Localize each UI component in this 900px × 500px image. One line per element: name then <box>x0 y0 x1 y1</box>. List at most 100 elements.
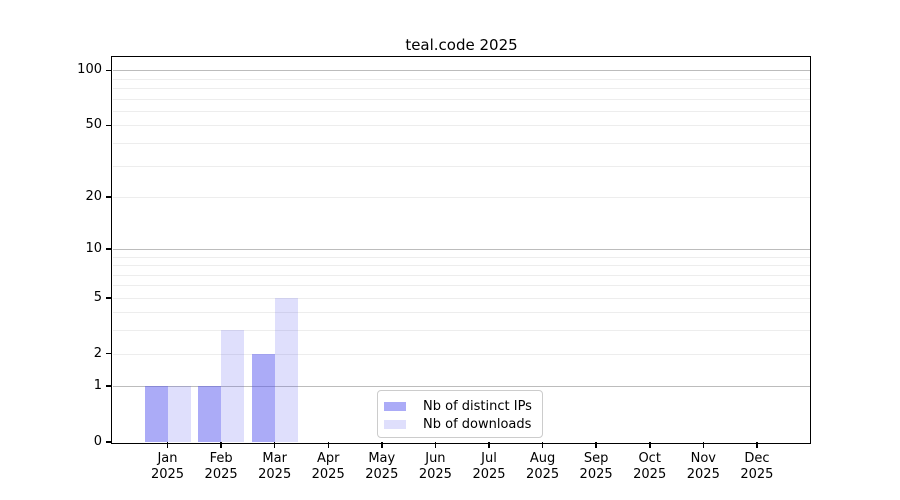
gridline-minor <box>113 285 810 287</box>
x-tick-mark <box>756 442 758 448</box>
x-tick-mark <box>166 442 169 448</box>
gridline-minor <box>113 274 810 276</box>
legend-item: Nb of downloads <box>384 415 542 433</box>
x-tick-label-month: Apr <box>316 451 340 466</box>
x-tick-label-month: Sep <box>583 451 609 466</box>
x-tick-label-month: Jul <box>481 451 497 466</box>
gridline-minor <box>113 143 810 144</box>
y-tick-mark <box>106 196 112 198</box>
legend-swatch-downloads <box>384 419 406 429</box>
plot-frame <box>111 56 811 444</box>
y-tick-label: 100 <box>77 62 102 78</box>
bar-distinct-ips-mar <box>251 353 275 442</box>
x-tick-label-year: 2025 <box>526 467 560 482</box>
x-tick-mark <box>273 442 276 448</box>
gridline-minor <box>113 78 810 80</box>
x-tick-label-year: 2025 <box>258 467 292 482</box>
gridline-minor <box>113 312 810 314</box>
x-tick-mark <box>220 442 222 448</box>
x-tick-label-year: 2025 <box>204 467 238 482</box>
gridline-major <box>113 70 810 72</box>
x-tick-label-year: 2025 <box>740 467 774 482</box>
x-tick-mark <box>702 442 704 448</box>
x-tick-label-month: Dec <box>744 451 770 466</box>
y-tick-mark <box>106 297 112 299</box>
x-tick-mark <box>541 442 544 448</box>
x-tick-label: Nov 2025 <box>668 451 738 483</box>
bar-downloads-jan <box>167 386 191 442</box>
x-tick-label: Feb 2025 <box>186 451 256 483</box>
y-tick-mark <box>106 124 112 127</box>
y-tick-label: 1 <box>93 378 102 394</box>
x-tick-label-year: 2025 <box>365 467 399 482</box>
x-tick-label-month: Jan <box>157 451 178 466</box>
x-tick-mark <box>327 442 329 448</box>
gridline-minor <box>113 353 810 355</box>
plot-area <box>113 58 810 442</box>
y-tick-label: 5 <box>93 289 102 305</box>
x-tick-label-year: 2025 <box>686 467 720 482</box>
x-tick-label-year: 2025 <box>633 467 667 482</box>
gridline-minor <box>113 297 810 299</box>
x-tick-label: Jul 2025 <box>454 451 524 483</box>
gridline-minor <box>113 265 810 267</box>
y-tick-label: 2 <box>93 345 102 361</box>
y-tick-mark <box>106 352 112 355</box>
x-tick-label: May 2025 <box>347 451 417 483</box>
y-tick-mark <box>106 248 112 250</box>
y-tick-mark <box>106 385 112 387</box>
legend-label: Nb of downloads <box>423 416 532 432</box>
gridline-minor <box>113 88 810 90</box>
gridline-major <box>113 386 810 388</box>
legend: Nb of distinct IPs Nb of downloads <box>377 390 543 438</box>
gridline-minor <box>113 330 810 332</box>
x-tick-label: Mar 2025 <box>240 451 310 483</box>
x-tick-label-year: 2025 <box>472 467 506 482</box>
x-tick-mark <box>488 442 490 448</box>
bar-distinct-ips-feb <box>198 386 222 442</box>
bar-downloads-feb <box>221 330 245 442</box>
x-tick-label-month: May <box>368 451 396 466</box>
x-tick-label-month: Oct <box>638 451 661 466</box>
bar-downloads-mar <box>274 297 298 442</box>
legend-swatch-distinct-ips <box>384 401 406 411</box>
x-tick-label: Aug 2025 <box>508 451 578 483</box>
gridline-major <box>113 248 810 250</box>
x-tick-mark <box>595 442 597 448</box>
x-tick-label-month: Jun <box>425 451 446 466</box>
y-tick-label: 0 <box>93 434 102 449</box>
y-tick-mark <box>106 441 112 443</box>
gridline-minor <box>113 196 810 198</box>
x-tick-mark <box>434 442 437 448</box>
x-tick-label-month: Nov <box>690 451 716 466</box>
y-tick-label: 50 <box>85 117 102 133</box>
x-tick-label: Sep 2025 <box>561 451 631 483</box>
x-tick-label: Jan 2025 <box>133 451 203 483</box>
y-tick-label: 10 <box>85 240 102 256</box>
x-tick-label-month: Mar <box>262 451 287 466</box>
bar-distinct-ips-jan <box>144 386 168 442</box>
gridline-minor <box>113 111 810 112</box>
legend-label: Nb of distinct IPs <box>423 398 532 414</box>
gridline-minor <box>113 125 810 127</box>
x-tick-label-year: 2025 <box>311 467 345 482</box>
x-tick-label-year: 2025 <box>150 467 185 482</box>
y-tick-mark <box>106 69 112 72</box>
x-tick-label: Apr 2025 <box>293 451 363 483</box>
y-tick-label: 20 <box>85 188 102 204</box>
x-tick-label-month: Aug <box>529 451 556 466</box>
x-tick-label: Oct 2025 <box>615 451 685 483</box>
chart-title: teal.code 2025 <box>405 36 518 54</box>
gridline-minor <box>113 98 810 100</box>
gridline-minor <box>113 165 810 167</box>
x-tick-label: Dec 2025 <box>722 451 792 483</box>
x-tick-label: Jun 2025 <box>400 451 470 483</box>
x-tick-label-year: 2025 <box>579 467 613 482</box>
x-tick-label-month: Feb <box>209 451 233 466</box>
x-tick-label-year: 2025 <box>418 467 452 482</box>
x-tick-mark <box>381 442 383 448</box>
legend-item: Nb of distinct IPs <box>384 397 542 415</box>
gridline-minor <box>113 256 810 258</box>
